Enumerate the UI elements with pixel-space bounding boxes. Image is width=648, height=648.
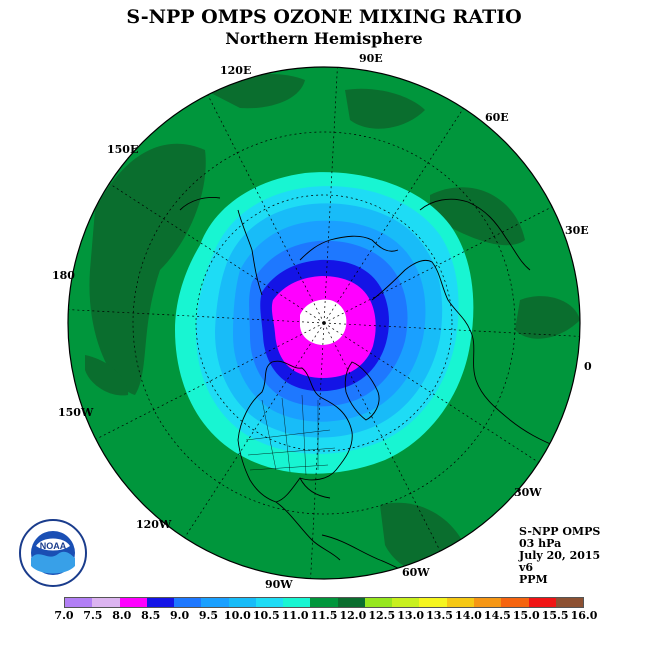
- lon-label-150w: 150W: [58, 406, 94, 419]
- colorbar-tick-label: 7.5: [83, 609, 103, 622]
- ozone-patch-150w: [85, 355, 129, 396]
- colorbar-tick-label: 10.5: [252, 609, 280, 622]
- europe-coastline: [371, 259, 561, 449]
- colorbar-tick-label: 7.0: [54, 609, 74, 622]
- lon-label-90w: 90W: [265, 578, 293, 591]
- siberia-coastline: [299, 235, 399, 261]
- noaa-logo-text: NOAA: [40, 541, 67, 551]
- colorbar-tick-label: 11.0: [281, 609, 309, 622]
- colorbar-swatch: [283, 598, 311, 607]
- colorbar-swatch: [174, 598, 202, 607]
- lon-label-120e: 120E: [220, 64, 252, 77]
- ozone-patch-150e: [89, 143, 206, 395]
- colorbar-tick-label: 8.5: [141, 609, 161, 622]
- colorbar-swatch: [310, 598, 338, 607]
- colorbar-tick-label: 14.5: [483, 609, 511, 622]
- colorbar-swatch: [364, 598, 393, 607]
- central-america-outline: [275, 477, 341, 561]
- info-instrument: S-NPP OMPS: [519, 525, 601, 538]
- colorbar-swatch: [228, 598, 256, 607]
- lon-label-120w: 120W: [136, 518, 172, 531]
- map-title: S-NPP OMPS OZONE MIXING RATIO: [126, 6, 522, 28]
- lon-label-30w: 30W: [514, 486, 542, 499]
- info-level: 03 hPa: [519, 537, 562, 550]
- colorbar-tick-label: 12.0: [339, 609, 367, 622]
- colorbar-tick-label: 9.5: [198, 609, 219, 622]
- latitude-circle-30n: [132, 131, 516, 515]
- colorbar-swatch: [501, 598, 529, 607]
- colorbar-tick-label: 9.0: [169, 609, 190, 622]
- colorbar-tick-label: 15.5: [541, 609, 569, 622]
- lon-label-60w: 60W: [402, 566, 430, 579]
- asia-east-coastline: [419, 198, 531, 271]
- bering-coastline: [237, 209, 263, 296]
- map-subtitle: Northern Hemisphere: [225, 29, 423, 48]
- latitude-circle-60n: [195, 194, 453, 452]
- ozone-patch-0: [515, 296, 580, 339]
- colorbar-swatch: [92, 598, 120, 607]
- colorbar-tick-label: 8.0: [112, 609, 132, 622]
- colorbar-swatch: [392, 598, 420, 607]
- north-america-outline: [237, 360, 353, 503]
- info-version: v6: [519, 561, 534, 574]
- colorbar-swatch: [255, 598, 284, 607]
- info-units: PPM: [519, 573, 548, 586]
- ozone-patch-90e: [345, 88, 425, 129]
- lon-label-60e: 60E: [485, 111, 509, 124]
- colorbar-swatch: [555, 598, 584, 607]
- greenland-outline: [344, 361, 380, 421]
- colorbar-swatch: [201, 598, 229, 607]
- colorbar-swatch: [146, 598, 175, 607]
- colorbar-tick-label: 13.0: [397, 609, 425, 622]
- info-date: July 20, 2015: [519, 549, 601, 562]
- colorbar-tick-label: 12.5: [368, 609, 396, 622]
- lon-label-0: 0: [584, 360, 592, 373]
- colorbar-tick-label: 10.0: [223, 609, 251, 622]
- lon-label-150e: 150E: [107, 143, 139, 156]
- colorbar-swatch: [528, 598, 556, 607]
- map-border: [67, 66, 581, 580]
- colorbar: [64, 597, 584, 608]
- colorbar-swatch: [119, 598, 147, 607]
- alaska-islands: [179, 197, 221, 211]
- colorbar-swatch: [337, 598, 365, 607]
- colorbar-tick-label: 14.0: [455, 609, 482, 622]
- colorbar-tick-label: 13.5: [426, 609, 453, 622]
- us-state-boundaries: [245, 394, 336, 476]
- colorbar-swatch: [446, 598, 474, 607]
- graticule: [68, 67, 580, 579]
- colorbar-swatch: [473, 598, 502, 607]
- colorbar-tick-label: 16.0: [570, 609, 598, 622]
- lon-label-90e: 90E: [359, 52, 383, 65]
- colorbar-swatch: [65, 598, 93, 607]
- colorbar-tick-label: 15.0: [512, 609, 540, 622]
- noaa-logo: NOAA: [19, 519, 87, 587]
- colorbar-tick-label: 11.5: [310, 609, 338, 622]
- lon-label-30e: 30E: [565, 224, 589, 237]
- lon-label-180: 180: [52, 269, 75, 282]
- colorbar-swatch: [419, 598, 447, 607]
